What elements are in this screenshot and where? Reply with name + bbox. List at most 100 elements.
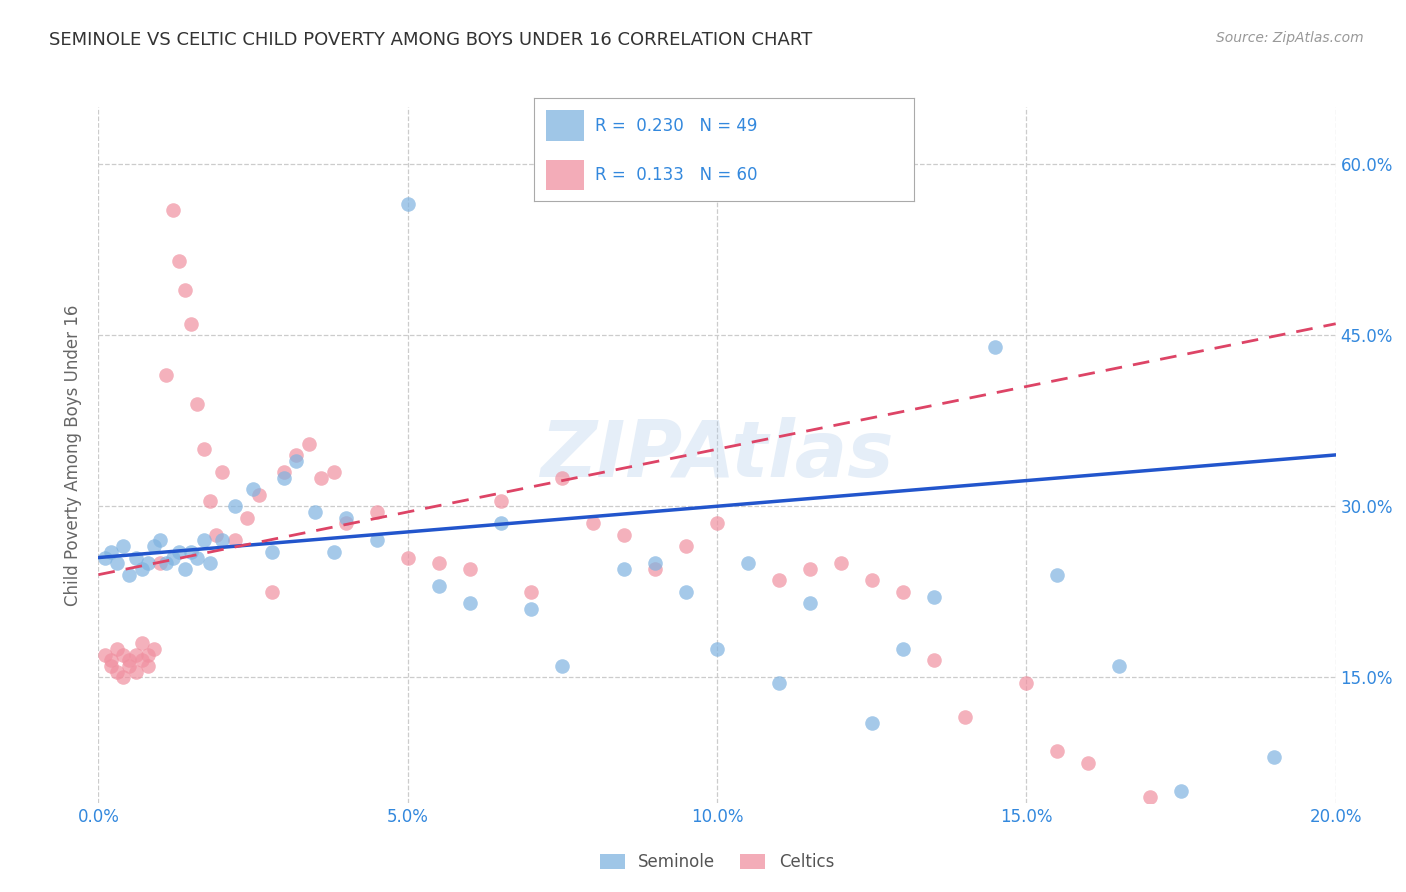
Point bbox=[136, 659, 159, 673]
Point bbox=[162, 202, 184, 217]
Point bbox=[112, 539, 135, 553]
Point bbox=[1046, 567, 1069, 582]
Bar bbox=[546, 160, 583, 190]
Y-axis label: Child Poverty Among Boys Under 16: Child Poverty Among Boys Under 16 bbox=[65, 304, 83, 606]
Point bbox=[1046, 744, 1069, 758]
Point bbox=[205, 528, 228, 542]
Text: ZIPAtlas: ZIPAtlas bbox=[540, 417, 894, 493]
Point bbox=[706, 641, 728, 656]
Point bbox=[298, 436, 321, 450]
Point bbox=[167, 254, 190, 268]
Point bbox=[242, 482, 264, 496]
Text: SEMINOLE VS CELTIC CHILD POVERTY AMONG BOYS UNDER 16 CORRELATION CHART: SEMINOLE VS CELTIC CHILD POVERTY AMONG B… bbox=[49, 31, 813, 49]
Point bbox=[105, 641, 128, 656]
Text: R =  0.133   N = 60: R = 0.133 N = 60 bbox=[595, 166, 758, 184]
Point bbox=[644, 556, 666, 570]
Text: R =  0.230   N = 49: R = 0.230 N = 49 bbox=[595, 117, 758, 135]
Point bbox=[124, 665, 146, 679]
Point bbox=[167, 545, 190, 559]
Point bbox=[112, 670, 135, 684]
Point bbox=[224, 500, 246, 514]
Point bbox=[520, 584, 543, 599]
Point bbox=[131, 562, 153, 576]
Point bbox=[1263, 750, 1285, 764]
Point bbox=[613, 562, 636, 576]
Point bbox=[1170, 784, 1192, 798]
Point bbox=[458, 562, 481, 576]
Point bbox=[489, 516, 512, 531]
Point bbox=[136, 556, 159, 570]
Point bbox=[100, 545, 122, 559]
Point bbox=[193, 533, 215, 548]
Point bbox=[551, 471, 574, 485]
Point bbox=[1108, 659, 1130, 673]
Point bbox=[131, 636, 153, 650]
Point bbox=[953, 710, 976, 724]
Point bbox=[236, 510, 259, 524]
Point bbox=[922, 591, 945, 605]
Point bbox=[768, 574, 790, 588]
Point bbox=[198, 556, 221, 570]
Point bbox=[366, 533, 388, 548]
Point bbox=[489, 493, 512, 508]
Point bbox=[366, 505, 388, 519]
Point bbox=[149, 556, 172, 570]
Point bbox=[273, 465, 295, 479]
Point bbox=[1077, 756, 1099, 770]
Point bbox=[118, 653, 141, 667]
Point bbox=[105, 556, 128, 570]
Point bbox=[124, 648, 146, 662]
Point bbox=[186, 550, 208, 565]
Point bbox=[396, 550, 419, 565]
Point bbox=[273, 471, 295, 485]
Point bbox=[768, 676, 790, 690]
Point bbox=[427, 579, 450, 593]
Point bbox=[162, 550, 184, 565]
Point bbox=[1015, 676, 1038, 690]
Point bbox=[830, 556, 852, 570]
Point bbox=[211, 465, 233, 479]
Point bbox=[143, 641, 166, 656]
Point bbox=[155, 368, 177, 382]
Point bbox=[149, 533, 172, 548]
Point bbox=[458, 596, 481, 610]
Point bbox=[100, 653, 122, 667]
Point bbox=[174, 283, 197, 297]
Point bbox=[860, 574, 883, 588]
Point bbox=[260, 584, 283, 599]
Point bbox=[520, 602, 543, 616]
Point bbox=[118, 659, 141, 673]
Point bbox=[124, 550, 146, 565]
Point bbox=[131, 653, 153, 667]
Point bbox=[613, 528, 636, 542]
Point bbox=[675, 539, 697, 553]
Point bbox=[198, 493, 221, 508]
Point bbox=[551, 659, 574, 673]
Point bbox=[105, 665, 128, 679]
Point bbox=[180, 317, 202, 331]
Point bbox=[136, 648, 159, 662]
Point bbox=[322, 465, 344, 479]
Point bbox=[285, 453, 308, 467]
Point bbox=[922, 653, 945, 667]
Point bbox=[112, 648, 135, 662]
Point bbox=[891, 641, 914, 656]
Point bbox=[211, 533, 233, 548]
Point bbox=[427, 556, 450, 570]
Point bbox=[675, 584, 697, 599]
Point bbox=[100, 659, 122, 673]
Point bbox=[155, 556, 177, 570]
Point bbox=[93, 550, 115, 565]
Point bbox=[706, 516, 728, 531]
Point bbox=[396, 197, 419, 211]
Point bbox=[285, 448, 308, 462]
Point bbox=[799, 596, 821, 610]
Point bbox=[737, 556, 759, 570]
Point bbox=[260, 545, 283, 559]
Point bbox=[304, 505, 326, 519]
Point bbox=[335, 510, 357, 524]
Point bbox=[1139, 790, 1161, 805]
Point bbox=[180, 545, 202, 559]
Bar bbox=[546, 111, 583, 141]
Point bbox=[799, 562, 821, 576]
